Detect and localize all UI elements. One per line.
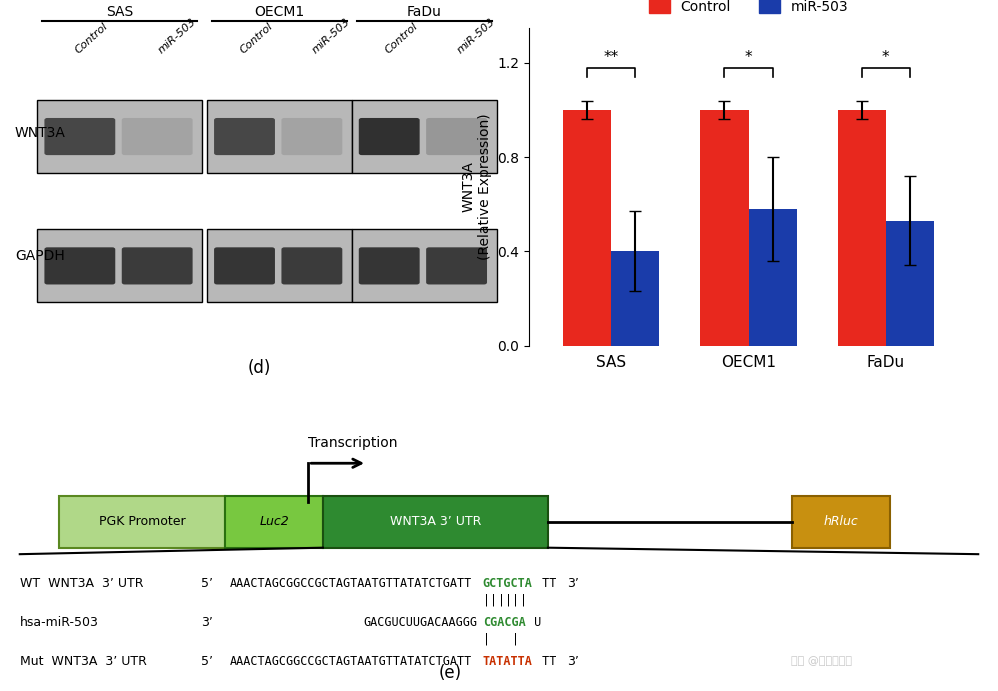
Bar	[208, 100, 351, 173]
Text: |: |	[490, 593, 497, 606]
Bar	[37, 229, 202, 303]
FancyBboxPatch shape	[59, 495, 226, 548]
Text: WNT3A 3’ UTR: WNT3A 3’ UTR	[390, 515, 481, 528]
Text: |: |	[513, 632, 520, 645]
Text: |: |	[513, 593, 520, 606]
Text: **: **	[604, 50, 619, 66]
Text: PGK Promoter: PGK Promoter	[99, 515, 186, 528]
Text: GACGUCUUGACAAGGG: GACGUCUUGACAAGGG	[364, 616, 478, 629]
Text: Control: Control	[74, 21, 111, 55]
Text: 3’: 3’	[201, 616, 213, 629]
Text: CGACGA: CGACGA	[483, 616, 526, 629]
Bar	[885, 220, 934, 346]
FancyBboxPatch shape	[323, 495, 548, 548]
Text: |: |	[505, 593, 512, 606]
Text: |: |	[483, 632, 490, 645]
Bar	[837, 110, 885, 346]
Text: SAS: SAS	[106, 5, 134, 19]
FancyBboxPatch shape	[44, 247, 116, 285]
Text: U: U	[527, 616, 542, 629]
Text: miR-503: miR-503	[310, 17, 352, 55]
Y-axis label: WNT3A
(Relative Expression): WNT3A (Relative Expression)	[461, 113, 492, 260]
Text: 3’: 3’	[567, 577, 579, 590]
Text: OECM1: OECM1	[254, 5, 304, 19]
Bar	[208, 229, 351, 303]
Text: *: *	[745, 50, 752, 66]
FancyBboxPatch shape	[359, 247, 419, 285]
FancyBboxPatch shape	[122, 247, 193, 285]
FancyBboxPatch shape	[426, 118, 487, 155]
Text: |: |	[483, 593, 490, 606]
FancyBboxPatch shape	[214, 247, 274, 285]
FancyBboxPatch shape	[426, 247, 487, 285]
Text: GAPDH: GAPDH	[15, 249, 65, 263]
Text: |: |	[498, 593, 505, 606]
Text: FaDu: FaDu	[407, 5, 441, 19]
Legend: Control, miR-503: Control, miR-503	[643, 0, 854, 19]
Text: AAACTAGCGGCCGCTAGTAATGTTATATCTGATT: AAACTAGCGGCCGCTAGTAATGTTATATCTGATT	[230, 655, 472, 668]
Text: Mut  WNT3A  3’ UTR: Mut WNT3A 3’ UTR	[20, 655, 147, 668]
Text: WT  WNT3A  3’ UTR: WT WNT3A 3’ UTR	[20, 577, 144, 590]
Text: hsa-miR-503: hsa-miR-503	[20, 616, 99, 629]
FancyBboxPatch shape	[44, 118, 116, 155]
Bar	[37, 100, 202, 173]
Text: 3’: 3’	[567, 655, 579, 668]
Bar	[351, 229, 496, 303]
Bar	[611, 252, 660, 346]
Bar	[748, 209, 796, 346]
Text: TT: TT	[535, 577, 556, 590]
Bar	[351, 100, 496, 173]
Text: WNT3A: WNT3A	[15, 126, 66, 140]
FancyBboxPatch shape	[281, 247, 342, 285]
Bar	[563, 110, 611, 346]
FancyBboxPatch shape	[214, 118, 274, 155]
Text: Luc2: Luc2	[259, 515, 289, 528]
Text: TATATTA: TATATTA	[483, 655, 533, 668]
Text: *: *	[882, 50, 889, 66]
FancyBboxPatch shape	[281, 118, 342, 155]
Text: hRluc: hRluc	[824, 515, 858, 528]
FancyBboxPatch shape	[359, 118, 419, 155]
Text: (d): (d)	[248, 359, 271, 377]
Text: 5’: 5’	[201, 655, 213, 668]
Text: TT: TT	[535, 655, 556, 668]
Text: miR-503: miR-503	[455, 17, 497, 55]
FancyBboxPatch shape	[122, 118, 193, 155]
Text: Control: Control	[383, 21, 420, 55]
Text: GCTGCTA: GCTGCTA	[483, 577, 533, 590]
Text: 知乎 @科研显微镜: 知乎 @科研显微镜	[791, 656, 852, 666]
Text: miR-503: miR-503	[156, 17, 198, 55]
Text: Control: Control	[239, 21, 275, 55]
Bar	[701, 110, 748, 346]
Text: (e): (e)	[438, 665, 462, 683]
Text: Transcription: Transcription	[308, 436, 398, 451]
Text: |: |	[520, 593, 527, 606]
FancyBboxPatch shape	[792, 495, 890, 548]
FancyBboxPatch shape	[226, 495, 323, 548]
Text: AAACTAGCGGCCGCTAGTAATGTTATATCTGATT: AAACTAGCGGCCGCTAGTAATGTTATATCTGATT	[230, 577, 472, 590]
Text: 5’: 5’	[201, 577, 213, 590]
